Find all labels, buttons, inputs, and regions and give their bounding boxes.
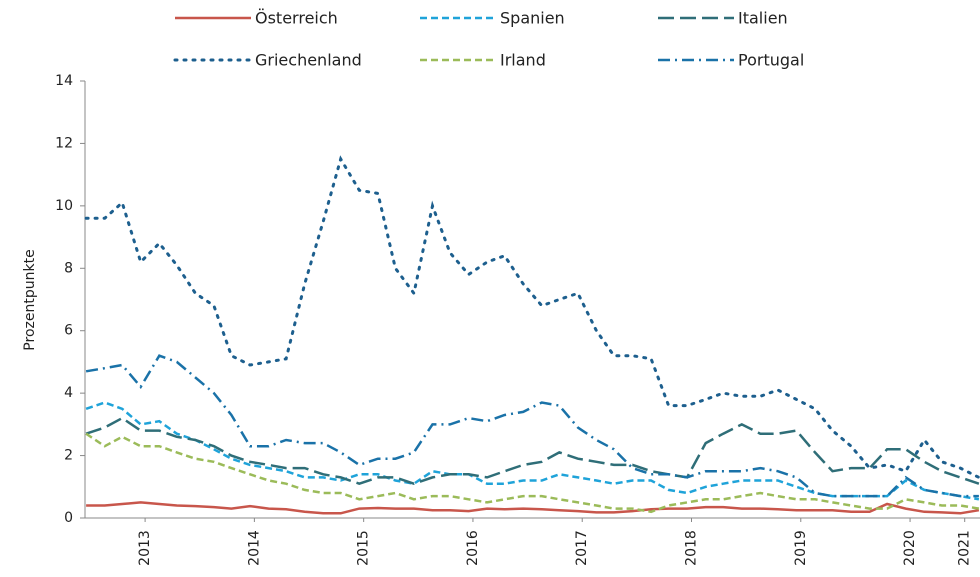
series-line	[85, 401, 980, 501]
legend-label: Griechenland	[255, 51, 362, 70]
x-tick-label: 2016	[465, 530, 481, 566]
legend-label: Österreich	[255, 9, 338, 28]
legend-label: Spanien	[500, 9, 565, 28]
series-line	[85, 432, 980, 514]
x-tick-label: 2015	[356, 530, 372, 566]
y-tick-label: 8	[64, 260, 73, 276]
y-tick-label: 12	[55, 135, 73, 151]
y-tick-label: 2	[64, 448, 73, 464]
legend-label: Italien	[738, 9, 788, 28]
series-line	[86, 501, 980, 515]
y-axis-label: Prozentpunkte	[22, 249, 38, 350]
legend-label: Portugal	[738, 51, 804, 70]
y-tick-label: 14	[55, 73, 73, 89]
x-tick-label: 2017	[574, 530, 590, 566]
x-tick-label: 2013	[137, 530, 153, 566]
legend-label: Irland	[500, 51, 546, 70]
series-line	[85, 416, 980, 486]
series-line	[84, 155, 980, 479]
series-line	[85, 354, 979, 498]
y-tick-label: 0	[64, 510, 73, 526]
x-tick-label: 2020	[902, 530, 918, 566]
x-tick-label: 2021	[957, 530, 973, 566]
y-tick-label: 4	[64, 385, 73, 401]
x-tick-label: 2018	[684, 530, 700, 566]
y-tick-label: 6	[64, 323, 73, 339]
x-tick-label: 2014	[246, 530, 262, 566]
x-tick-label: 2019	[793, 530, 809, 566]
y-tick-label: 10	[55, 198, 73, 214]
